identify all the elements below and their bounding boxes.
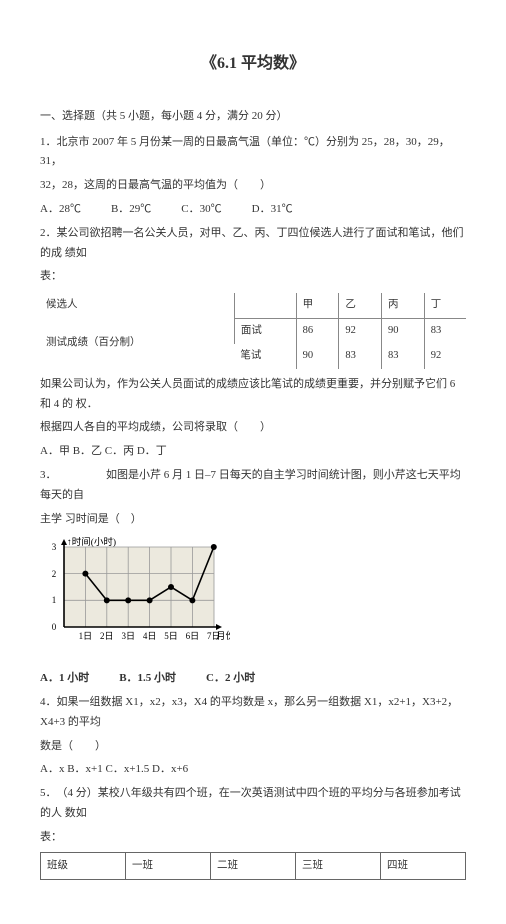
section-heading: 一、选择题（共 5 小题，每小题 4 分，满分 20 分） <box>40 107 466 127</box>
cell-83b: 83 <box>339 344 382 369</box>
q1-line2: 32，28，这周的日最高气温的平均值为（ ） <box>40 176 466 196</box>
cell-score-label: 测试成绩（百分制） <box>40 319 234 369</box>
cell-92: 92 <box>339 319 382 344</box>
cls-h3: 三班 <box>296 852 381 880</box>
q3-options: A．1 小时 B．1.5 小时 C．2 小时 <box>40 669 466 689</box>
cell-mianshi: 面试 <box>234 319 296 344</box>
y2: 2 <box>52 569 57 579</box>
cls-h2: 二班 <box>211 852 296 880</box>
q2-line1: 2．某公司欲招聘一名公关人员，对甲、乙、丙、丁四位候选人进行了面试和笔试，他们的… <box>40 224 466 264</box>
y3: 3 <box>52 542 57 552</box>
cls-h4: 四班 <box>381 852 466 880</box>
cell-90b: 90 <box>296 344 339 369</box>
q3-optB: B．1.5 小时 <box>119 669 176 689</box>
q1-line1: 1．北京市 2007 年 5 月份某一周的日最高气温（单位：℃）分别为 25，2… <box>40 133 466 173</box>
q5-line1: 5． （4 分）某校八年级共有四个班，在一次英语测试中四个班的平均分与各班参加考… <box>40 784 466 824</box>
svg-text:2日: 2日 <box>100 631 114 641</box>
q3-optC: C．2 小时 <box>206 669 255 689</box>
q4-line1: 4．如果一组数据 X1，x2，x3，X4 的平均数是 x，那么另一组数据 X1，… <box>40 693 466 733</box>
cell-83c: 83 <box>382 344 425 369</box>
svg-text:6日: 6日 <box>186 631 200 641</box>
cell-86: 86 <box>296 319 339 344</box>
cell-83: 83 <box>424 319 466 344</box>
q2-ans: A．甲 B．乙 C．丙 D．丁 <box>40 442 466 462</box>
svg-text:4日: 4日 <box>143 631 157 641</box>
ylabel: ↑时间(小时) <box>67 537 116 548</box>
q3-line1: 3． 如图是小芹 6 月 1 日–7 日每天的自主学习时间统计图，则小芹这七天平… <box>40 466 466 506</box>
cls-h0: 班级 <box>41 852 126 880</box>
q1-optC: C．30℃ <box>181 200 221 220</box>
cls-h1: 一班 <box>126 852 211 880</box>
q2-table: 候选人 甲 乙 丙 丁 测试成绩（百分制） 面试 86 92 90 83 笔试 … <box>40 293 466 369</box>
q4-ans: A．x B．x+1 C．x+1.5 D．x+6 <box>40 760 466 780</box>
svg-text:5日: 5日 <box>164 631 178 641</box>
q1-optB: B．29℃ <box>111 200 151 220</box>
cell-jia: 甲 <box>296 293 339 318</box>
y0: 0 <box>52 622 57 632</box>
q3-chart: 0 1 2 3 ↑时间(小时) 1日2日3日4日5日6日7日 月份 <box>40 537 466 665</box>
cell-bishi: 笔试 <box>234 344 296 369</box>
q1-optD: D．31℃ <box>252 200 293 220</box>
cell-cand: 候选人 <box>40 293 234 318</box>
q5-line2: 表： <box>40 828 466 848</box>
q2-after1: 如果公司认为，作为公关人员面试的成绩应该比笔试的成绩更重要，并分别赋予它们 6 … <box>40 375 466 415</box>
cell-ding: 丁 <box>424 293 466 318</box>
xlabel: 月份 <box>216 630 230 642</box>
q2-after2: 根据四人各自的平均成绩，公司将录取（ ） <box>40 418 466 438</box>
y1: 1 <box>52 595 57 605</box>
page-title: 《6.1 平均数》 <box>40 50 466 79</box>
q2-line2: 表： <box>40 267 466 287</box>
q5-table: 班级 一班 二班 三班 四班 <box>40 852 466 881</box>
cell-bing: 丙 <box>382 293 425 318</box>
q4-line2: 数是（ ） <box>40 737 466 757</box>
cell-blank <box>234 293 296 318</box>
q3-line2: 主学 习时间是（ ） <box>40 510 466 530</box>
q1-options: A．28℃ B．29℃ C．30℃ D．31℃ <box>40 200 466 220</box>
cell-yi: 乙 <box>339 293 382 318</box>
q1-optA: A．28℃ <box>40 200 81 220</box>
q3-optA: A．1 小时 <box>40 669 89 689</box>
svg-text:3日: 3日 <box>121 631 135 641</box>
cell-92b: 92 <box>424 344 466 369</box>
cell-90: 90 <box>382 319 425 344</box>
svg-text:1日: 1日 <box>79 631 93 641</box>
